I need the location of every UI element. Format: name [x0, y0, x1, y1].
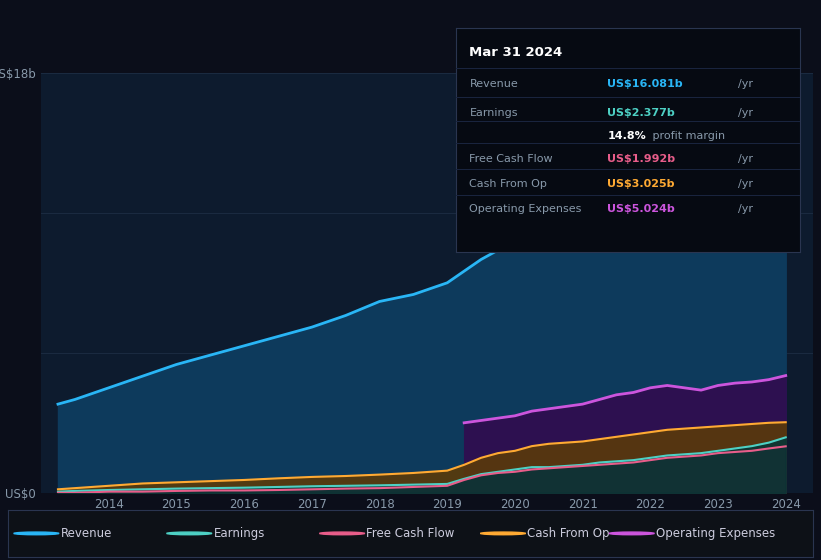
Circle shape [14, 532, 59, 535]
Text: Mar 31 2024: Mar 31 2024 [470, 46, 562, 59]
Text: Earnings: Earnings [470, 108, 518, 118]
Text: US$2.377b: US$2.377b [608, 108, 675, 118]
Text: /yr: /yr [738, 108, 754, 118]
Text: US$1.992b: US$1.992b [608, 154, 676, 164]
Text: Earnings: Earnings [213, 527, 264, 540]
Text: profit margin: profit margin [649, 130, 725, 141]
Text: Revenue: Revenue [470, 79, 518, 89]
Text: Revenue: Revenue [61, 527, 112, 540]
Text: Operating Expenses: Operating Expenses [656, 527, 775, 540]
Text: US$16.081b: US$16.081b [608, 79, 683, 89]
Text: 14.8%: 14.8% [608, 130, 646, 141]
Text: /yr: /yr [738, 79, 754, 89]
Circle shape [480, 532, 525, 535]
Text: Free Cash Flow: Free Cash Flow [470, 154, 553, 164]
Text: /yr: /yr [738, 179, 754, 189]
Circle shape [319, 532, 365, 535]
Text: Cash From Op: Cash From Op [470, 179, 548, 189]
Text: /yr: /yr [738, 204, 754, 214]
Text: Cash From Op: Cash From Op [527, 527, 610, 540]
Text: US$3.025b: US$3.025b [608, 179, 675, 189]
Text: Free Cash Flow: Free Cash Flow [366, 527, 455, 540]
Circle shape [609, 532, 654, 535]
Circle shape [167, 532, 212, 535]
Text: Operating Expenses: Operating Expenses [470, 204, 582, 214]
Text: US$5.024b: US$5.024b [608, 204, 675, 214]
Text: /yr: /yr [738, 154, 754, 164]
